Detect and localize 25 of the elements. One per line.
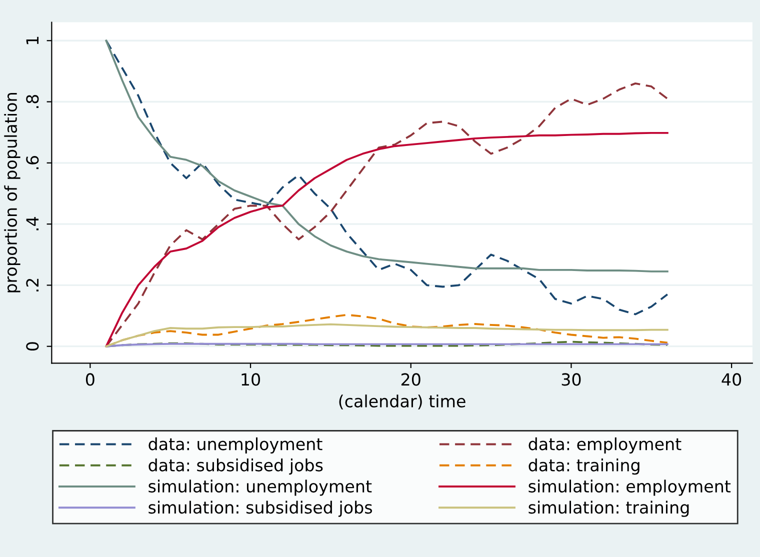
x-axis-title: (calendar) time [339, 394, 466, 410]
y-axis-title: proportion of population [4, 93, 20, 292]
line-series [105, 323, 668, 348]
y-tick-label: .6 [26, 156, 39, 170]
legend-label: simulation: training [528, 500, 689, 517]
y-tick-label: .8 [26, 94, 39, 108]
legend-label: data: subsidised jobs [148, 458, 323, 475]
legend-label: data: training [528, 458, 640, 475]
x-tick-label: 40 [722, 373, 742, 386]
legend-label: simulation: unemployment [148, 480, 372, 496]
x-tick-label: 0 [86, 373, 94, 386]
x-tick-label: 30 [562, 373, 581, 386]
legend-label: simulation: subsidised jobs [148, 500, 372, 517]
line-series [105, 132, 668, 348]
legend-label: data: employment [528, 437, 682, 454]
y-tick-label: 1 [26, 36, 38, 44]
y-tick-label: .2 [26, 278, 38, 292]
legend-label: data: unemployment [148, 437, 322, 454]
y-tick-label: 0 [26, 342, 39, 351]
x-tick-label: 10 [242, 373, 260, 386]
x-tick-label: 20 [401, 373, 420, 386]
legend-label: simulation: employment [528, 480, 731, 496]
line-series [105, 40, 668, 272]
y-tick-label: .4 [26, 217, 38, 230]
line-series [105, 40, 668, 316]
